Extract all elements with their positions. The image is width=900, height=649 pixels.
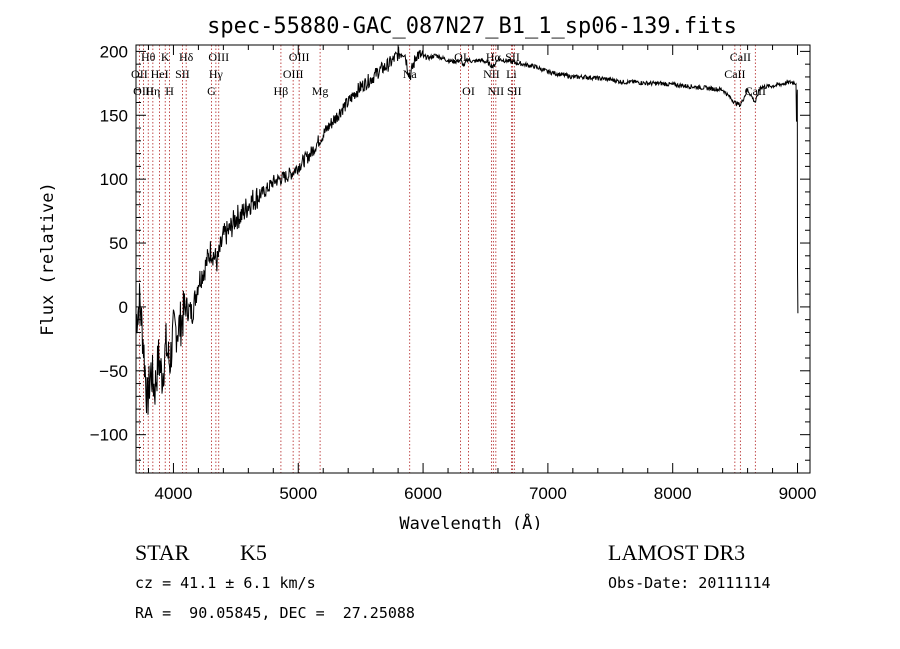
spectral-line-label: OII (131, 67, 148, 81)
spectral-line-label: OIII (208, 50, 229, 64)
spectral-line-label: Mg (312, 84, 329, 98)
y-tick-label: 100 (100, 170, 128, 189)
y-tick-label: 200 (100, 42, 128, 61)
spectral-line-label: H (165, 84, 174, 98)
object-class: STAR (135, 540, 190, 565)
spectral-line-label: HeI (151, 67, 169, 81)
y-tick-label: 0 (119, 298, 128, 317)
plot-frame (135, 44, 811, 474)
spectrum-chart: spec-55880-GAC_087N27_B1_1_sp06-139.fits… (38, 14, 817, 530)
spectral-line-label: CaII (730, 50, 751, 64)
x-tick-label: 4000 (155, 484, 193, 503)
obs-date: Obs-Date: 20111114 (608, 574, 771, 592)
series-flux-line (135, 46, 799, 415)
spectral-line-label: Hη (145, 84, 160, 98)
x-tick-label: 7000 (529, 484, 567, 503)
redshift-readout: cz = 41.1 ± 6.1 km/s (135, 574, 316, 592)
y-tick-label: 150 (100, 106, 128, 125)
spectral-line-label: Hβ (274, 84, 289, 98)
axes: 4000 5000 6000 7000 8000 9000 −100 −50 0 50 100 150… (90, 42, 817, 503)
object-subclass: K5 (240, 540, 267, 565)
spectral-line-label: Hδ (179, 50, 194, 64)
spectral-line-label: K (161, 50, 170, 64)
spectral-line-label: OIII (289, 50, 310, 64)
spectral-line-label: OIII (133, 84, 154, 98)
spectral-line-label: SII (175, 67, 190, 81)
y-tick-label: −50 (99, 362, 128, 381)
y-axis-label: Flux (relative) (38, 182, 58, 336)
spectral-line-label: NII (483, 67, 500, 81)
spectral-line-label: Li (506, 67, 517, 81)
spectral-line-label: NII (488, 84, 505, 98)
spectral-line-label: Na (403, 67, 418, 81)
x-tick-label: 9000 (779, 484, 817, 503)
spectral-line-label: G (207, 84, 216, 98)
x-tick-label: 8000 (654, 484, 692, 503)
chart-title: spec-55880-GAC_087N27_B1_1_sp06-139.fits (207, 14, 737, 39)
x-tick-label: 6000 (404, 484, 442, 503)
y-tick-label: −100 (90, 426, 128, 445)
spectral-line-label: Hγ (209, 67, 224, 81)
spectral-line-label: OI (462, 84, 475, 98)
y-tick-label: 50 (109, 234, 128, 253)
spectral-line-label: CaII (724, 67, 745, 81)
x-tick-label: 5000 (279, 484, 317, 503)
spectral-line-label: SII (507, 84, 522, 98)
survey-name: LAMOST DR3 (608, 540, 746, 565)
spectral-line-markers (138, 45, 756, 473)
spectral-line-label: OIII (283, 67, 304, 81)
series-layer (135, 46, 799, 415)
spectral-line-label: Hθ (141, 50, 156, 64)
x-axis-label: Wavelength (Å) (399, 512, 542, 530)
coordinates: RA = 90.05845, DEC = 27.25088 (135, 604, 415, 622)
